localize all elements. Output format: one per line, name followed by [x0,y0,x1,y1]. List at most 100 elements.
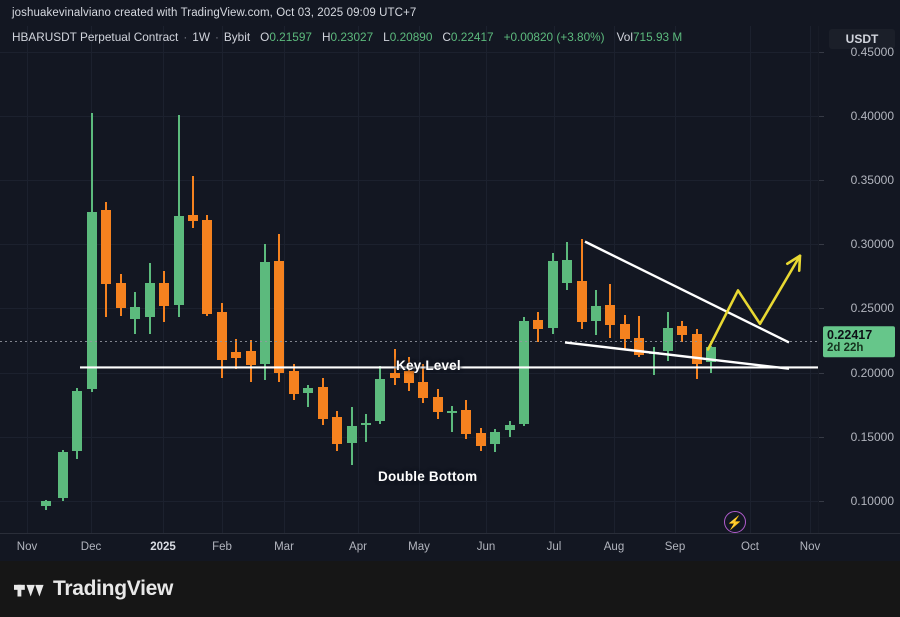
candle-body [41,500,51,507]
legend-separator-1: · [183,30,188,44]
candle-body [490,431,500,445]
price-scale[interactable]: USDT 0.45000 0.40000 0.35000 0.30000 0.25000… [818,26,900,533]
attribution-text: joshuakevinalviano created with TradingV… [12,7,417,19]
time-tick-label: Mar [274,541,294,553]
time-tick-label: Jun [476,541,496,553]
grid-line-horizontal [0,436,818,438]
candle-body [433,396,443,413]
legend-exchange[interactable]: Bybit [223,30,251,44]
legend-volume-key: Vol [616,30,633,44]
price-tick-label: 0.15000 [850,429,894,444]
time-tick-label: May [408,541,430,553]
current-price-badge[interactable]: 0.22417 2d 22h [823,325,895,358]
legend-high-key: H [321,30,331,44]
time-tick-label: Nov [16,541,38,553]
candle-body [318,386,328,419]
current-price-value: 0.22417 [827,327,873,342]
price-tick-label: 0.25000 [850,301,894,316]
tradingview-wordmark: TradingView [53,577,174,600]
time-scale[interactable]: Nov Dec 2025 Feb Mar Apr May Jun Jul Aug Sep Oct Nov [0,533,900,561]
candle-body [174,215,184,305]
candle-body [461,409,471,435]
price-tick-label: 0.45000 [850,44,894,59]
time-tick-label: Feb [212,541,232,553]
bar-countdown: 2d 22h [827,342,864,355]
candle-body [577,281,587,323]
price-tick-mark [819,500,824,502]
candle-body [347,426,357,444]
candle-body [116,282,126,309]
candle-wick [451,405,453,432]
candle-body [361,422,371,426]
candle-body [145,282,155,318]
candle-body [562,259,572,283]
legend-symbol[interactable]: HBARUSDT Perpetual Contract [12,30,179,44]
legend-high-value: 0.23027 [330,30,374,44]
tradingview-logo-icon [14,584,44,597]
time-tick-label: Oct [741,541,759,553]
candle-wick [365,413,367,442]
legend-close-key: C [442,30,451,44]
drawing-overlay-layer [0,240,818,370]
candle-body [404,371,414,383]
price-tick-label: 0.30000 [850,237,894,252]
tradingview-brand[interactable]: TradingView [14,577,173,601]
price-tick-mark [819,51,824,53]
grid-line-horizontal [0,180,818,182]
candle-body [591,305,601,322]
legend-low-value: 0.20890 [389,30,433,44]
legend-change: +0.00820 (+3.80%) [503,30,605,44]
key-level-annotation: Key Level [396,358,461,374]
legend-open-value: 0.21597 [269,30,312,44]
candle-body [505,425,515,431]
candle-body [476,432,486,446]
legend-interval[interactable]: 1W [192,30,210,44]
candle-body [447,411,457,413]
time-tick-label: Sep [664,541,686,553]
candle-body [289,371,299,395]
grid-line-horizontal [0,51,818,53]
candle-body [188,214,198,222]
legend-low-key: L [383,30,390,44]
time-tick-label: Apr [349,541,367,553]
candle-body [605,304,615,326]
candle-body [87,212,97,390]
grid-line-vertical [27,26,28,533]
candle-body [231,352,241,359]
candle-body [303,387,313,394]
legend-separator-2: · [214,30,219,44]
legend-close-value: 0.22417 [450,30,494,44]
price-tick-mark [819,244,824,246]
grid-line-vertical [222,26,223,533]
candle-body [663,327,673,351]
legend-volume-value: 715.93 M [633,30,683,44]
wedge-lower-trendline [564,341,790,370]
grid-line-vertical [486,26,487,533]
lightning-icon[interactable]: ⚡ [724,511,746,533]
price-tick-label: 0.10000 [850,493,894,508]
double-bottom-annotation: Double Bottom [378,469,478,484]
legend-open-key: O [260,30,270,44]
candle-body [706,346,716,363]
candle-body [649,352,659,354]
grid-line-vertical [284,26,285,533]
grid-line-vertical [419,26,420,533]
price-tick-mark [819,436,824,438]
grid-line-vertical [810,26,811,533]
grid-line-horizontal [0,308,818,310]
grid-line-horizontal [0,244,818,246]
candle-body [159,282,169,306]
price-tick-label: 0.20000 [850,365,894,380]
chart-canvas[interactable]: HBARUSDT Perpetual Contract · 1W · Bybit… [0,26,818,533]
currency-badge[interactable]: USDT [829,29,895,49]
grid-line-vertical [614,26,615,533]
candle-body [620,323,630,340]
candle-body [202,219,212,314]
price-tick-mark [819,372,824,374]
footer-bar: TradingView [0,561,900,617]
candle-body [101,209,111,284]
price-tick-label: 0.35000 [850,173,894,188]
candle-body [217,312,227,360]
time-tick-label: Nov [799,541,821,553]
